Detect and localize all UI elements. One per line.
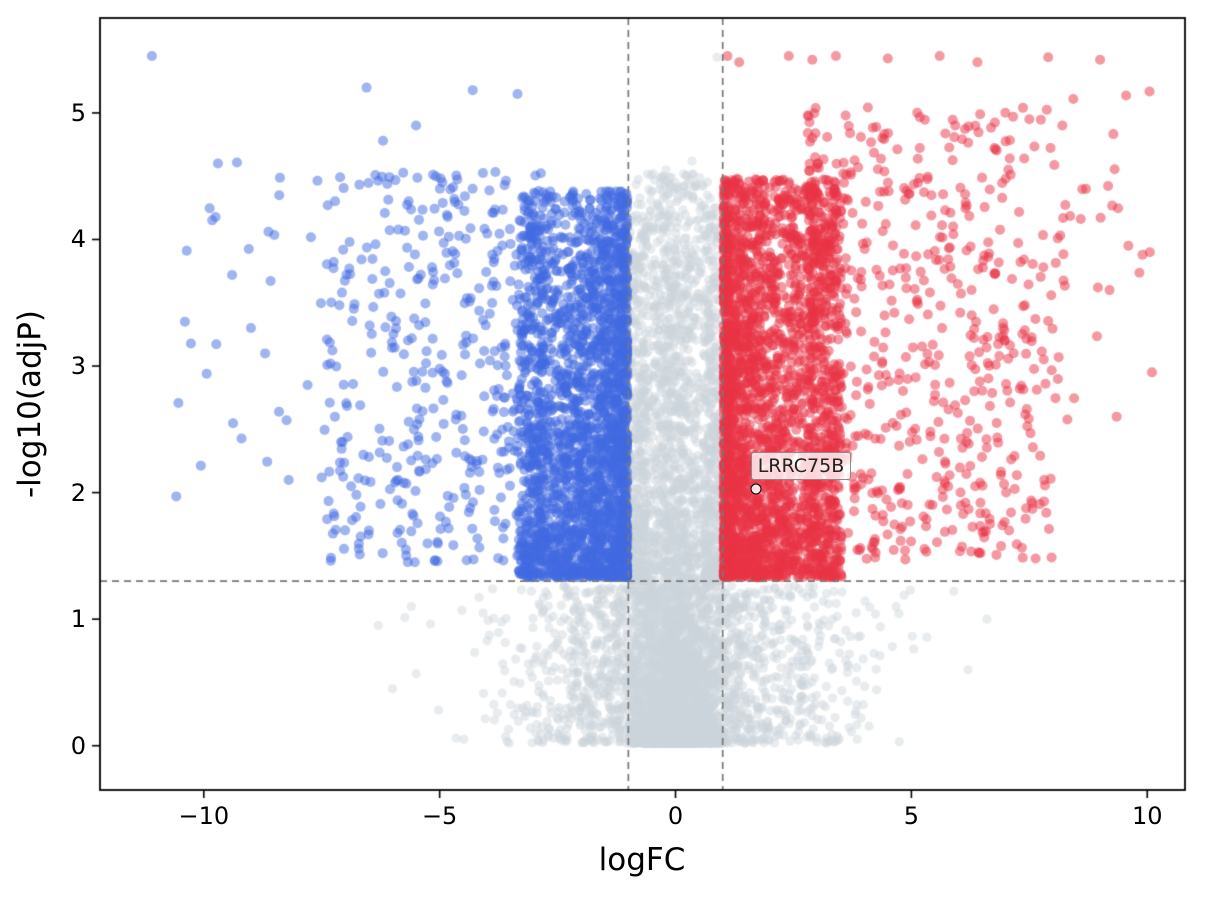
y-tick-label: 5 <box>70 98 86 127</box>
x-axis-label: logFC <box>598 842 686 878</box>
x-tick-label: 0 <box>667 802 684 830</box>
y-tick-label: 1 <box>70 605 86 634</box>
y-tick-label: 4 <box>70 225 86 254</box>
highlighted-gene-marker-icon <box>750 483 762 495</box>
y-tick-label: 2 <box>70 478 86 507</box>
y-axis-label: -log10(adjP) <box>12 309 48 499</box>
y-tick-label: 0 <box>70 731 86 760</box>
x-tick-label: −10 <box>178 802 230 830</box>
y-tick-label: 3 <box>70 352 86 381</box>
x-tick-label: −5 <box>421 802 458 830</box>
gene-annotation-label: LRRC75B <box>750 451 852 480</box>
x-tick-label: 10 <box>1131 802 1163 830</box>
x-tick-label: 5 <box>903 802 920 830</box>
